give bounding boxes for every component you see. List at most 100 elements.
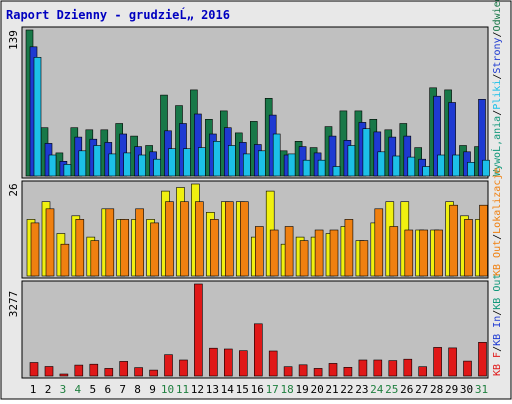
bar-middle-series1-day7 — [120, 219, 129, 277]
x-tick-label-6: 6 — [104, 383, 111, 396]
bar-middle-series1-day3 — [60, 243, 70, 277]
bar-middle-series1-day30 — [464, 219, 473, 277]
x-tick-label-5: 5 — [89, 383, 96, 396]
bar-bottom-series0-day16 — [254, 323, 263, 377]
bar-top-series2-day12 — [198, 147, 206, 177]
bottom-bars-group — [29, 283, 487, 377]
bar-top-series2-day10 — [168, 148, 176, 177]
x-tick-label-2: 2 — [45, 383, 52, 396]
bar-top-series1-day31 — [478, 99, 486, 177]
bar-bottom-series0-day7 — [119, 361, 128, 377]
bar-top-series2-day21 — [332, 166, 341, 177]
bar-top-series2-day15 — [243, 153, 251, 177]
bar-top-series1-day26 — [403, 135, 412, 177]
bar-top-series2-day2 — [48, 154, 57, 177]
bar-bottom-series0-day6 — [104, 368, 114, 377]
bar-middle-series1-day24 — [374, 208, 384, 277]
bar-top-series2-day27 — [422, 166, 431, 177]
bar-top-series2-day20 — [317, 159, 326, 177]
bar-top-series2-day19 — [302, 159, 311, 177]
bar-middle-series1-day20 — [314, 229, 324, 277]
x-tick-label-21: 21 — [325, 383, 338, 396]
bar-middle-series1-day10 — [165, 201, 174, 277]
bar-bottom-series0-day8 — [134, 367, 143, 377]
bar-middle-series1-day23 — [359, 240, 369, 277]
legend-bottom: KB F/KB In/KB Out — [492, 274, 503, 376]
bar-middle-series1-day21 — [329, 229, 339, 277]
bar-top-series2-day13 — [213, 141, 221, 177]
x-tick-label-26: 26 — [400, 383, 413, 396]
bar-bottom-series0-day10 — [164, 354, 173, 377]
bar-middle-series1-day2 — [45, 208, 55, 277]
x-tick-label-25: 25 — [385, 383, 398, 396]
x-tick-label-30: 30 — [460, 383, 473, 396]
x-tick-label-29: 29 — [445, 383, 458, 396]
bar-top-series2-day11 — [183, 148, 191, 177]
y-max-label-middle: 26 — [7, 183, 20, 196]
x-tick-label-22: 22 — [340, 383, 353, 396]
bar-middle-series1-day15 — [240, 201, 249, 277]
x-tick-label-24: 24 — [370, 383, 384, 396]
bar-middle-series1-day4 — [75, 219, 85, 277]
bar-middle-series1-day19 — [299, 240, 309, 277]
bar-top-series2-day30 — [467, 162, 475, 177]
bar-middle-series1-day16 — [255, 226, 264, 277]
bar-bottom-series0-day9 — [149, 369, 158, 377]
bar-top-series2-day26 — [407, 156, 416, 177]
x-tick-label-1: 1 — [30, 383, 37, 396]
bar-top-series2-day8 — [138, 154, 146, 177]
bar-top-series2-day18 — [287, 153, 296, 177]
x-tick-label-23: 23 — [355, 383, 368, 396]
bar-top-series2-day14 — [228, 145, 236, 177]
x-tick-label-12: 12 — [191, 383, 204, 396]
bar-top-series1-day29 — [448, 102, 456, 177]
bar-top-series2-day4 — [78, 150, 87, 177]
bar-top-series2-day7 — [123, 152, 131, 177]
bar-bottom-series0-day23 — [358, 359, 368, 377]
bar-middle-series1-day11 — [180, 201, 189, 277]
bar-bottom-series0-day13 — [209, 347, 218, 377]
bar-middle-series1-day25 — [389, 226, 399, 277]
x-tick-label-8: 8 — [134, 383, 141, 396]
bar-middle-series1-day13 — [210, 219, 219, 277]
bar-middle-series1-day12 — [195, 201, 204, 277]
bar-bottom-series0-day3 — [59, 373, 69, 377]
y-max-label-bottom: 3277 — [7, 291, 20, 318]
bar-bottom-series0-day18 — [283, 366, 293, 377]
y-max-label-top: 139 — [7, 30, 20, 50]
bar-top-series2-day1 — [33, 56, 42, 177]
bar-top-series2-day9 — [153, 158, 161, 177]
x-tick-label-13: 13 — [206, 383, 219, 396]
bar-bottom-series0-day5 — [89, 363, 99, 377]
bar-middle-series1-day29 — [449, 204, 458, 277]
bar-bottom-series0-day25 — [388, 360, 398, 377]
bar-bottom-series0-day21 — [328, 363, 338, 377]
x-tick-label-11: 11 — [176, 383, 189, 396]
bar-middle-series1-day28 — [434, 229, 443, 277]
x-axis-labels: 1 2 3 4 5 6 7 8 9 10 11 12 13 14 15 16 17 18 19 20 21 22 23 24 2… — [30, 383, 488, 396]
bar-middle-series1-day22 — [344, 219, 354, 277]
bar-top-series2-day5 — [93, 145, 102, 177]
chart-title: Raport Dzienny - grudzieĹ„ 2016 — [6, 7, 230, 22]
bar-middle-series1-day26 — [404, 229, 414, 277]
bar-top-series2-day3 — [63, 164, 72, 177]
bar-bottom-series0-day20 — [313, 368, 323, 377]
x-tick-label-4: 4 — [74, 383, 81, 396]
bar-top-series2-day24 — [377, 151, 386, 177]
bar-middle-series1-day8 — [135, 208, 144, 277]
x-tick-label-10: 10 — [161, 383, 174, 396]
x-tick-label-18: 18 — [280, 383, 293, 396]
bar-bottom-series0-day11 — [179, 359, 188, 377]
x-tick-label-9: 9 — [149, 383, 156, 396]
bar-middle-series1-day17 — [269, 229, 279, 277]
bar-top-series1-day21 — [328, 135, 337, 177]
bar-bottom-series0-day2 — [44, 366, 54, 377]
x-tick-label-14: 14 — [221, 383, 235, 396]
x-tick-label-19: 19 — [295, 383, 308, 396]
bar-middle-series1-day18 — [284, 226, 294, 277]
bar-top-series2-day22 — [347, 145, 356, 177]
legend-top: WywoĹ‚ania/Pliki/Strony/Odwiedziny — [490, 0, 503, 176]
y-axis-labels: 139 26 3277 — [7, 30, 20, 317]
x-tick-label-28: 28 — [430, 383, 443, 396]
